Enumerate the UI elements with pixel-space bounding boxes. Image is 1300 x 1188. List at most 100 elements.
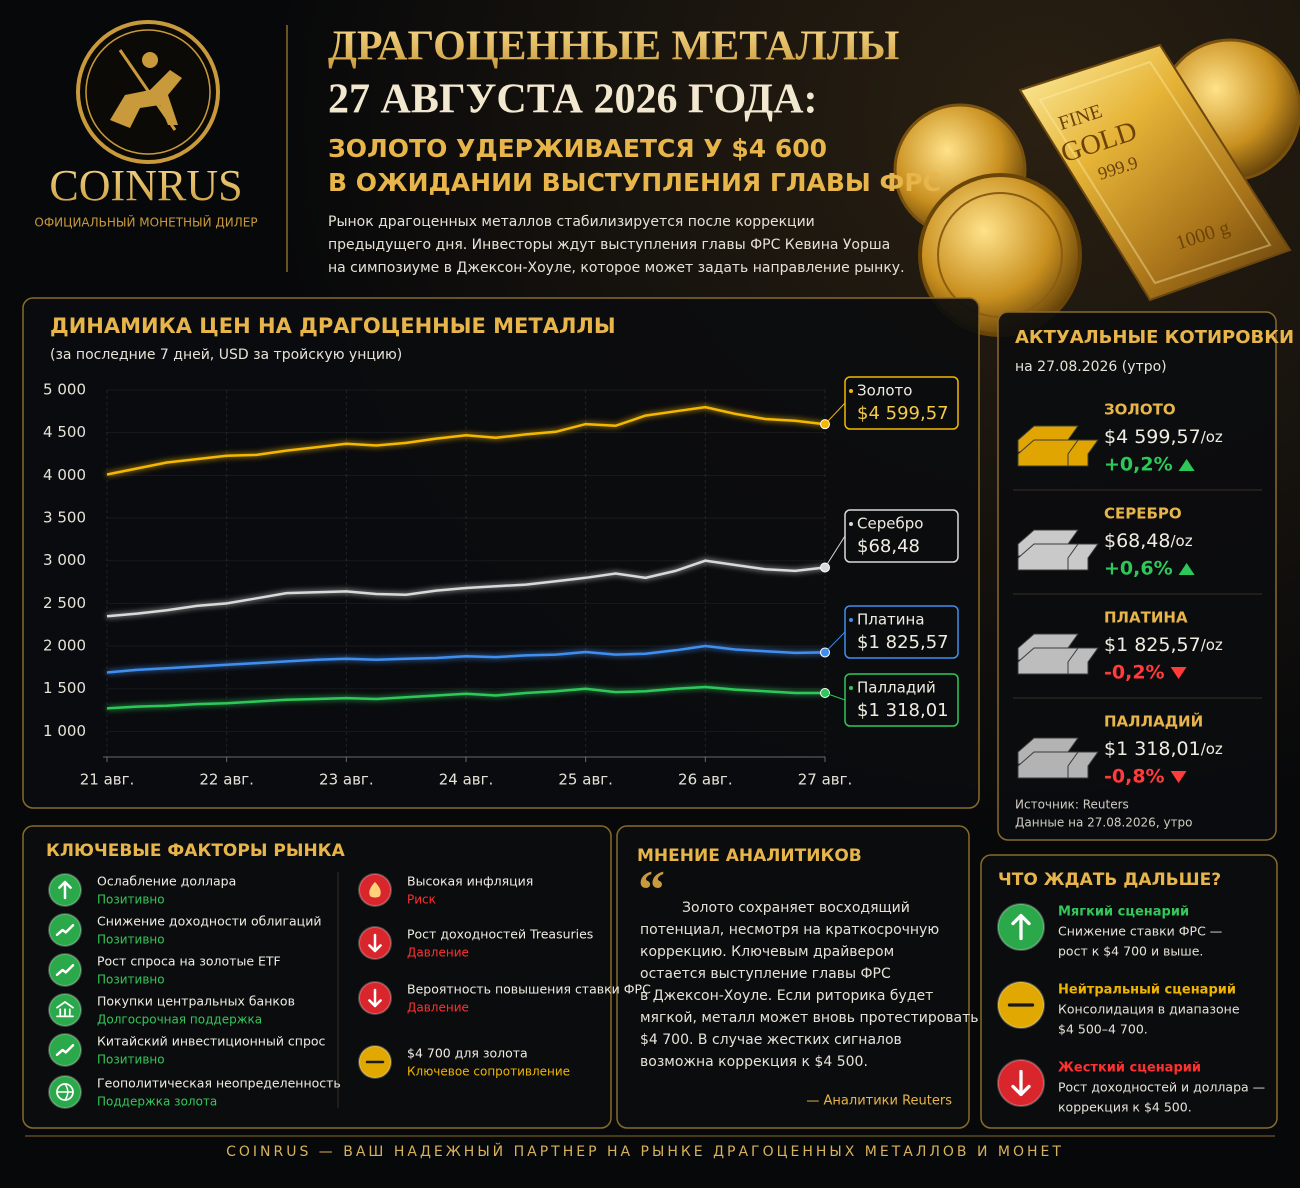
end-value-label: $4 599,57 <box>857 403 949 424</box>
scenario-text: $4 500–4 700. <box>1058 1022 1148 1037</box>
factor-status: Ключевое сопротивление <box>407 1065 570 1079</box>
legend-label: Палладий <box>857 679 936 697</box>
x-tick-label: 21 авг. <box>80 771 135 789</box>
quote-change: -0,8% <box>1104 766 1165 788</box>
quote-price: $4 599,57/oz <box>1104 426 1223 448</box>
hero-art <box>893 38 1300 337</box>
end-value-label: $68,48 <box>857 536 920 557</box>
legend-dot <box>849 618 853 622</box>
quote-price: $1 318,01/oz <box>1104 738 1223 760</box>
quote-mark: “ <box>638 859 665 919</box>
bar-icon <box>1017 543 1079 571</box>
unit: /oz <box>1170 532 1192 550</box>
series-line <box>106 644 826 674</box>
factor-status: Поддержка золота <box>97 1095 217 1109</box>
factor-status: Риск <box>407 893 436 907</box>
chart-panel <box>22 297 980 809</box>
factor-label: Ослабление доллара <box>97 874 236 889</box>
factors-title: КЛЮЧЕВЫЕ ФАКТОРЫ РЫНКА <box>46 841 346 861</box>
legend-label: Платина <box>857 611 925 629</box>
callout-box <box>844 673 959 727</box>
x-tick-label: 25 авг. <box>558 771 613 789</box>
title: ДРАГОЦЕННЫЕ МЕТАЛЛЫ <box>328 24 899 70</box>
price: $1 318,01 <box>1104 738 1201 760</box>
factor-label: Геополитическая неопределенность <box>97 1076 341 1091</box>
quote-line: Золото сохраняет восходящий <box>682 900 910 916</box>
chart-subtitle: (за последние 7 дней, USD за тройскую ун… <box>50 347 402 363</box>
callout-box <box>844 376 959 430</box>
factor-label: Рост спроса на золотые ETF <box>97 954 281 969</box>
brand-subtitle: ОФИЦИАЛЬНЫЙ МОНЕТНЫЙ ДИЛЕР <box>34 215 257 230</box>
scenario-text: Рост доходностей и доллара — <box>1058 1080 1265 1095</box>
icon-glyph <box>368 988 382 1008</box>
x-tick-label: 23 авг. <box>319 771 374 789</box>
end-value-label: $1 825,57 <box>857 632 949 653</box>
series-line <box>106 405 826 476</box>
scenario-name: Нейтральный сценарий <box>1058 983 1236 998</box>
trend-arrow <box>1178 459 1195 471</box>
icon-glyph <box>56 1083 74 1101</box>
y-tick-label: 4 500 <box>43 423 86 441</box>
factor-label: $4 700 для золота <box>407 1046 528 1061</box>
outlook-title: ЧТО ЖДАТЬ ДАЛЬШЕ? <box>998 870 1221 890</box>
x-tick-label: 26 авг. <box>678 771 733 789</box>
factor-label: Покупки центральных банков <box>97 994 295 1009</box>
callout-leader <box>824 692 846 701</box>
logo-spear <box>118 49 177 131</box>
quote-line: мягкой, металл может вновь протестироват… <box>640 1010 979 1026</box>
quote-line: $4 700. В случае жестких сигналов <box>640 1032 902 1048</box>
quote-name: ПЛАТИНА <box>1104 609 1188 627</box>
scenario-text: коррекция к $4 500. <box>1058 1100 1192 1115</box>
icon-glyph <box>1011 913 1031 941</box>
price: $68,48 <box>1104 530 1170 552</box>
logo-emblem-head <box>142 52 158 68</box>
icon-glyph <box>368 933 382 953</box>
scenario-text: Консолидация в диапазоне <box>1058 1002 1240 1017</box>
quote-price: $1 825,57/oz <box>1104 634 1223 656</box>
factor-label: Снижение доходности облигаций <box>97 914 321 929</box>
gold-bar-face <box>1038 60 1272 285</box>
y-tick-label: 5 000 <box>43 381 86 399</box>
quote-price: $68,48/oz <box>1104 530 1193 552</box>
description: на симпозиуме в Джексон-Хоуле, которое м… <box>328 260 905 276</box>
unit: /oz <box>1201 740 1223 758</box>
description: Рынок драгоценных металлов стабилизирует… <box>328 214 815 230</box>
quote-line: потенциал, несмотря на краткосрочную <box>640 922 939 938</box>
legend-label: Серебро <box>857 515 923 533</box>
quote-line: в Джексон-Хоуле. Если риторика будет <box>640 988 933 1004</box>
scenario-text: Снижение ставки ФРС — <box>1058 924 1222 939</box>
quote-line: возможна коррекция к $4 500. <box>640 1054 868 1070</box>
callout-box <box>844 605 959 659</box>
factor-label: Вероятность повышения ставки ФРС <box>407 982 651 997</box>
unit: /oz <box>1201 636 1223 654</box>
price: $4 599,57 <box>1104 426 1201 448</box>
factor-status: Долгосрочная поддержка <box>97 1013 262 1027</box>
quote-change: +0,2% <box>1104 454 1173 476</box>
factor-status: Позитивно <box>97 1053 165 1067</box>
callout-leader <box>824 402 846 425</box>
scenario-name: Жесткий сценарий <box>1058 1061 1201 1076</box>
factor-label: Китайский инвестиционный спрос <box>97 1034 326 1049</box>
quotes-date: на 27.08.2026 (утро) <box>1015 359 1167 375</box>
quote-name: ПАЛЛАДИЙ <box>1104 712 1203 731</box>
icon-circle <box>48 1033 82 1067</box>
analysts-panel <box>616 825 970 1129</box>
y-tick-label: 2 500 <box>43 594 86 612</box>
quote-line: коррекцию. Ключевым драйвером <box>640 944 894 960</box>
y-tick-label: 3 000 <box>43 551 86 569</box>
logo-ring-inner <box>85 29 211 155</box>
factors-panel <box>22 825 612 1129</box>
callout-box <box>844 509 959 563</box>
chart-title: ДИНАМИКА ЦЕН НА ДРАГОЦЕННЫЕ МЕТАЛЛЫ <box>50 314 616 338</box>
legend-dot <box>849 389 853 393</box>
icon-glyph <box>369 882 381 898</box>
factor-status: Давление <box>407 946 469 960</box>
icon-glyph <box>1011 1069 1031 1097</box>
quote-name: СЕРЕБРО <box>1104 505 1182 523</box>
icon-glyph <box>56 1001 74 1018</box>
footer-text: COINRUS — ВАШ НАДЕЖНЫЙ ПАРТНЕР НА РЫНКЕ … <box>226 1142 1064 1160</box>
icon-glyph <box>55 963 75 977</box>
scenario-name: Мягкий сценарий <box>1058 905 1189 920</box>
factor-status: Позитивно <box>97 933 165 947</box>
